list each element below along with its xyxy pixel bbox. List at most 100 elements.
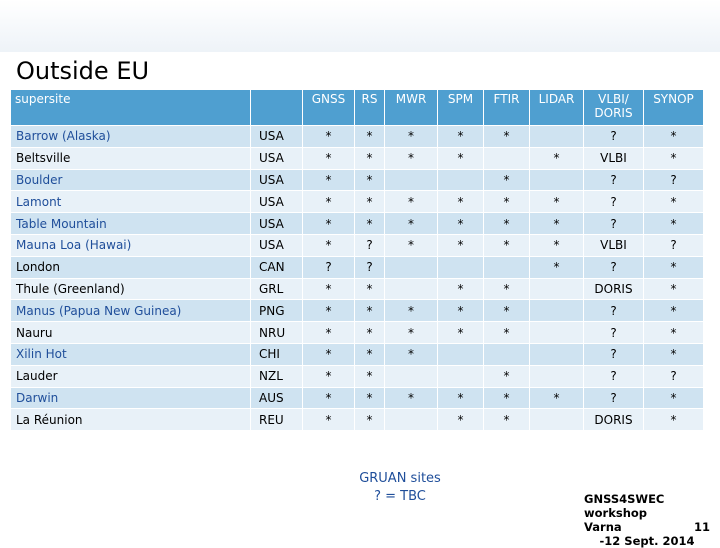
rs-cell: * xyxy=(354,190,385,214)
mwr-cell: * xyxy=(384,321,438,344)
supersite-table: supersite GNSS RS MWR SPM FTIR LIDAR VLB… xyxy=(10,89,704,432)
vlbi-doris-cell: ? xyxy=(583,190,644,214)
site-name-cell: London xyxy=(10,255,251,279)
mwr-cell xyxy=(384,168,438,192)
table-row: Lauder NZL * * *?? xyxy=(10,364,704,388)
ftir-cell: * xyxy=(483,212,530,235)
ftir-cell xyxy=(483,146,530,170)
synop-cell: ? xyxy=(643,233,704,257)
mwr-cell: * xyxy=(384,125,438,148)
mwr-cell: * xyxy=(384,342,438,366)
table-body: Barrow (Alaska) USA * * * * *? * Beltsville USA * *… xyxy=(10,125,704,432)
country-cell: AUS xyxy=(250,386,303,410)
site-name-cell: Beltsville xyxy=(10,146,251,170)
country-cell: REU xyxy=(250,408,303,432)
spm-cell: * xyxy=(437,299,484,323)
lidar-cell: * xyxy=(529,212,584,235)
workshop-location: Varna xyxy=(584,520,622,534)
table-row: Beltsville USA * * * * * VLBI * xyxy=(10,146,704,170)
lidar-cell: * xyxy=(529,255,584,279)
top-band xyxy=(0,0,720,52)
synop-cell: * xyxy=(643,321,704,344)
country-cell: CAN xyxy=(250,255,303,279)
site-name-cell: Xilin Hot xyxy=(10,342,251,366)
mwr-cell: * xyxy=(384,146,438,170)
spm-cell: * xyxy=(437,386,484,410)
ftir-cell: * xyxy=(483,277,530,301)
synop-cell: * xyxy=(643,125,704,148)
gnss-cell: * xyxy=(302,364,355,388)
rs-cell: * xyxy=(354,408,385,432)
gnss-cell: * xyxy=(302,125,355,148)
ftir-cell: * xyxy=(483,408,530,432)
lidar-cell xyxy=(529,342,584,366)
header-spm: SPM xyxy=(437,89,484,126)
table-row: Xilin Hot CHI * * *? * xyxy=(10,342,704,366)
header-synop: SYNOP xyxy=(643,89,704,126)
country-cell: USA xyxy=(250,125,303,148)
spm-cell xyxy=(437,364,484,388)
lidar-cell: * xyxy=(529,233,584,257)
vlbi-doris-cell: ? xyxy=(583,125,644,148)
rs-cell: ? xyxy=(354,233,385,257)
lidar-cell xyxy=(529,277,584,301)
table-row: London CAN?? *? * xyxy=(10,255,704,279)
workshop-date-start: 11 xyxy=(693,520,710,534)
table-row: Thule (Greenland) GRL * * * * DORIS * xyxy=(10,277,704,301)
rs-cell: ? xyxy=(354,255,385,279)
lidar-cell xyxy=(529,168,584,192)
table-row: Lamont USA * * * * * *? * xyxy=(10,190,704,214)
lidar-cell xyxy=(529,321,584,344)
site-name-cell: Thule (Greenland) xyxy=(10,277,251,301)
site-name-cell: Barrow (Alaska) xyxy=(10,125,251,148)
country-cell: PNG xyxy=(250,299,303,323)
synop-cell: * xyxy=(643,342,704,366)
footer-note: GRUAN sites ? = TBC xyxy=(340,470,460,506)
gnss-cell: * xyxy=(302,408,355,432)
table-row: Boulder USA * * *?? xyxy=(10,168,704,192)
synop-cell: * xyxy=(643,299,704,323)
site-name-cell: La Réunion xyxy=(10,408,251,432)
lidar-cell xyxy=(529,299,584,323)
synop-cell: ? xyxy=(643,364,704,388)
ftir-cell: * xyxy=(483,168,530,192)
gnss-cell: * xyxy=(302,233,355,257)
rs-cell: * xyxy=(354,299,385,323)
header-rs: RS xyxy=(354,89,385,126)
spm-cell: * xyxy=(437,125,484,148)
site-name-cell: Table Mountain xyxy=(10,212,251,235)
vlbi-doris-cell: ? xyxy=(583,212,644,235)
vlbi-doris-cell: ? xyxy=(583,255,644,279)
spm-cell: * xyxy=(437,212,484,235)
table-row: Nauru NRU * * * * *? * xyxy=(10,321,704,344)
spm-cell xyxy=(437,168,484,192)
country-cell: USA xyxy=(250,190,303,214)
synop-cell: * xyxy=(643,386,704,410)
gnss-cell: * xyxy=(302,386,355,410)
header-ftir: FTIR xyxy=(483,89,530,126)
gnss-cell: * xyxy=(302,342,355,366)
vlbi-doris-cell: ? xyxy=(583,321,644,344)
ftir-cell xyxy=(483,255,530,279)
country-cell: CHI xyxy=(250,342,303,366)
lidar-cell xyxy=(529,364,584,388)
gnss-cell: * xyxy=(302,212,355,235)
gnss-cell: * xyxy=(302,190,355,214)
gnss-cell: ? xyxy=(302,255,355,279)
mwr-cell xyxy=(384,408,438,432)
spm-cell: * xyxy=(437,321,484,344)
header-supersite: supersite xyxy=(10,89,251,126)
mwr-cell: * xyxy=(384,386,438,410)
site-name-cell: Darwin xyxy=(10,386,251,410)
workshop-name: GNSS4SWEC workshop xyxy=(584,492,665,520)
spm-cell xyxy=(437,255,484,279)
mwr-cell xyxy=(384,364,438,388)
table-row: Barrow (Alaska) USA * * * * *? * xyxy=(10,125,704,148)
country-cell: USA xyxy=(250,212,303,235)
header-gnss: GNSS xyxy=(302,89,355,126)
rs-cell: * xyxy=(354,212,385,235)
spm-cell: * xyxy=(437,146,484,170)
vlbi-doris-cell: ? xyxy=(583,342,644,366)
rs-cell: * xyxy=(354,364,385,388)
table-row: Table Mountain USA * * * * * *? * xyxy=(10,212,704,235)
